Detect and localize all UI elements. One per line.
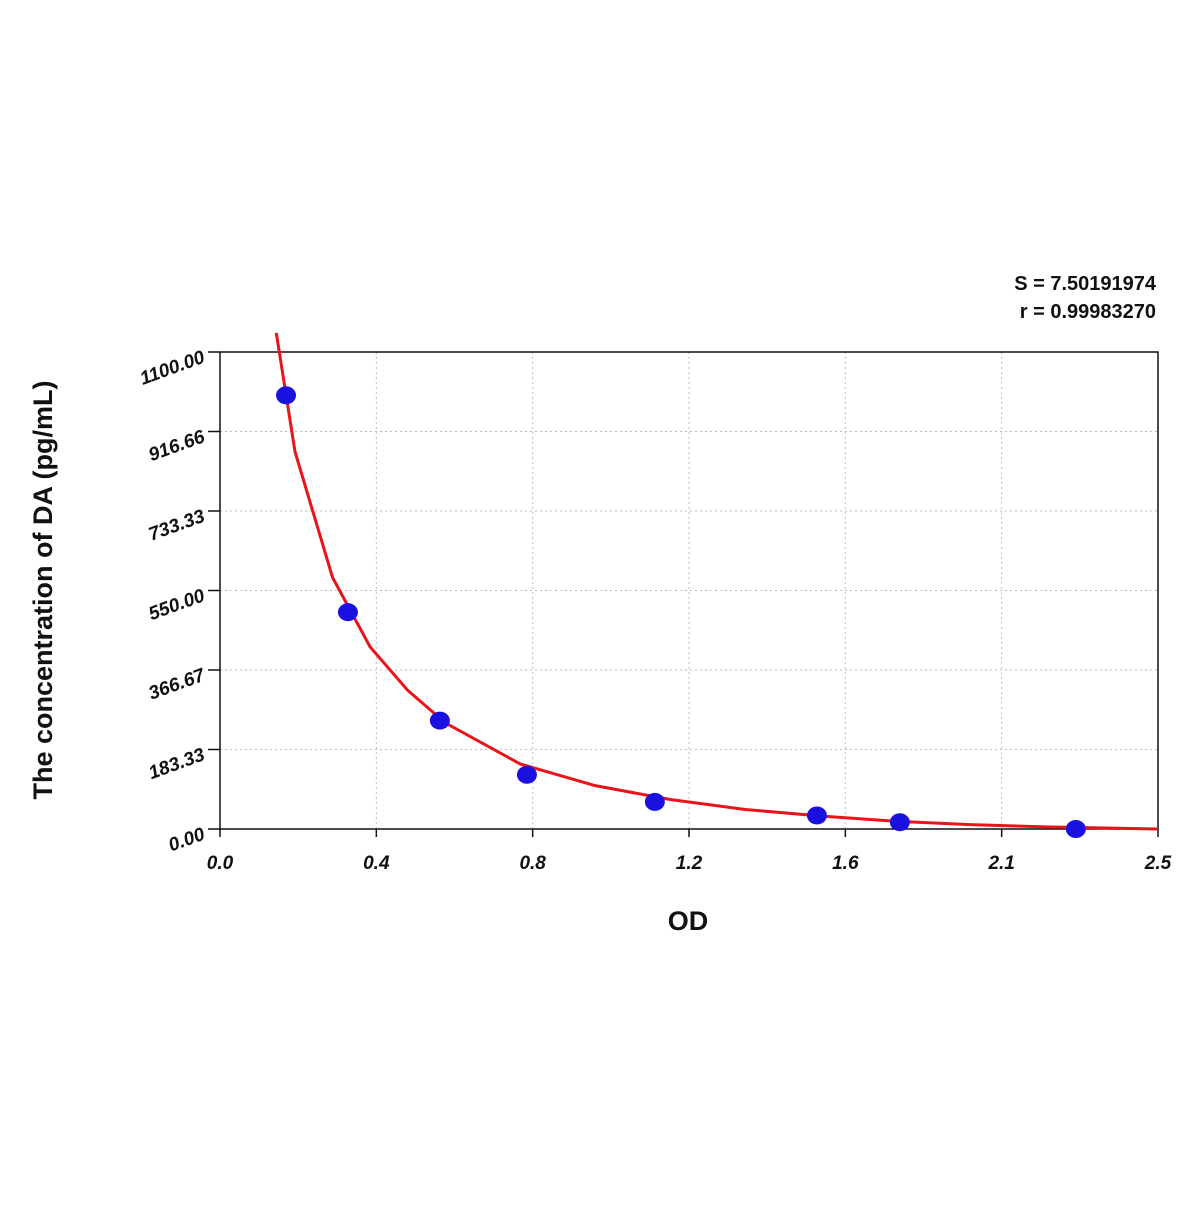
y-tick-label: 0.00 — [166, 824, 208, 857]
x-tick-label: 0.4 — [363, 853, 390, 874]
y-axis-title: The concentration of DA (pg/mL) — [28, 381, 58, 800]
fit-curve — [274, 332, 1159, 831]
x-tick-label: 0.8 — [519, 853, 546, 874]
x-tick-label: 0.0 — [207, 853, 234, 874]
x-tick-label: 1.6 — [832, 853, 859, 874]
data-point — [644, 792, 665, 811]
x-tick-label: 2.5 — [1144, 853, 1172, 874]
data-point — [276, 386, 297, 405]
data-point — [429, 711, 450, 730]
y-tick-label: 916.66 — [146, 426, 208, 466]
plot-frame — [219, 351, 1159, 830]
x-tick-label: 2.1 — [987, 853, 1014, 874]
y-tick-label: 550.00 — [146, 585, 208, 625]
annotation: S = 7.50191974 — [1014, 273, 1157, 295]
annotation: r = 0.99983270 — [1020, 301, 1156, 323]
data-point — [1065, 820, 1086, 838]
x-axis-title: OD — [668, 906, 709, 936]
y-tick-label: 366.67 — [146, 664, 209, 704]
y-tick-label: 733.33 — [146, 506, 208, 546]
data-point — [889, 813, 910, 832]
data-point — [806, 806, 827, 825]
x-tick-label: 1.2 — [676, 853, 703, 874]
data-point — [516, 765, 537, 784]
y-tick-label: 1100.00 — [137, 347, 208, 390]
y-tick-label: 183.33 — [146, 744, 208, 784]
data-point — [337, 603, 358, 622]
